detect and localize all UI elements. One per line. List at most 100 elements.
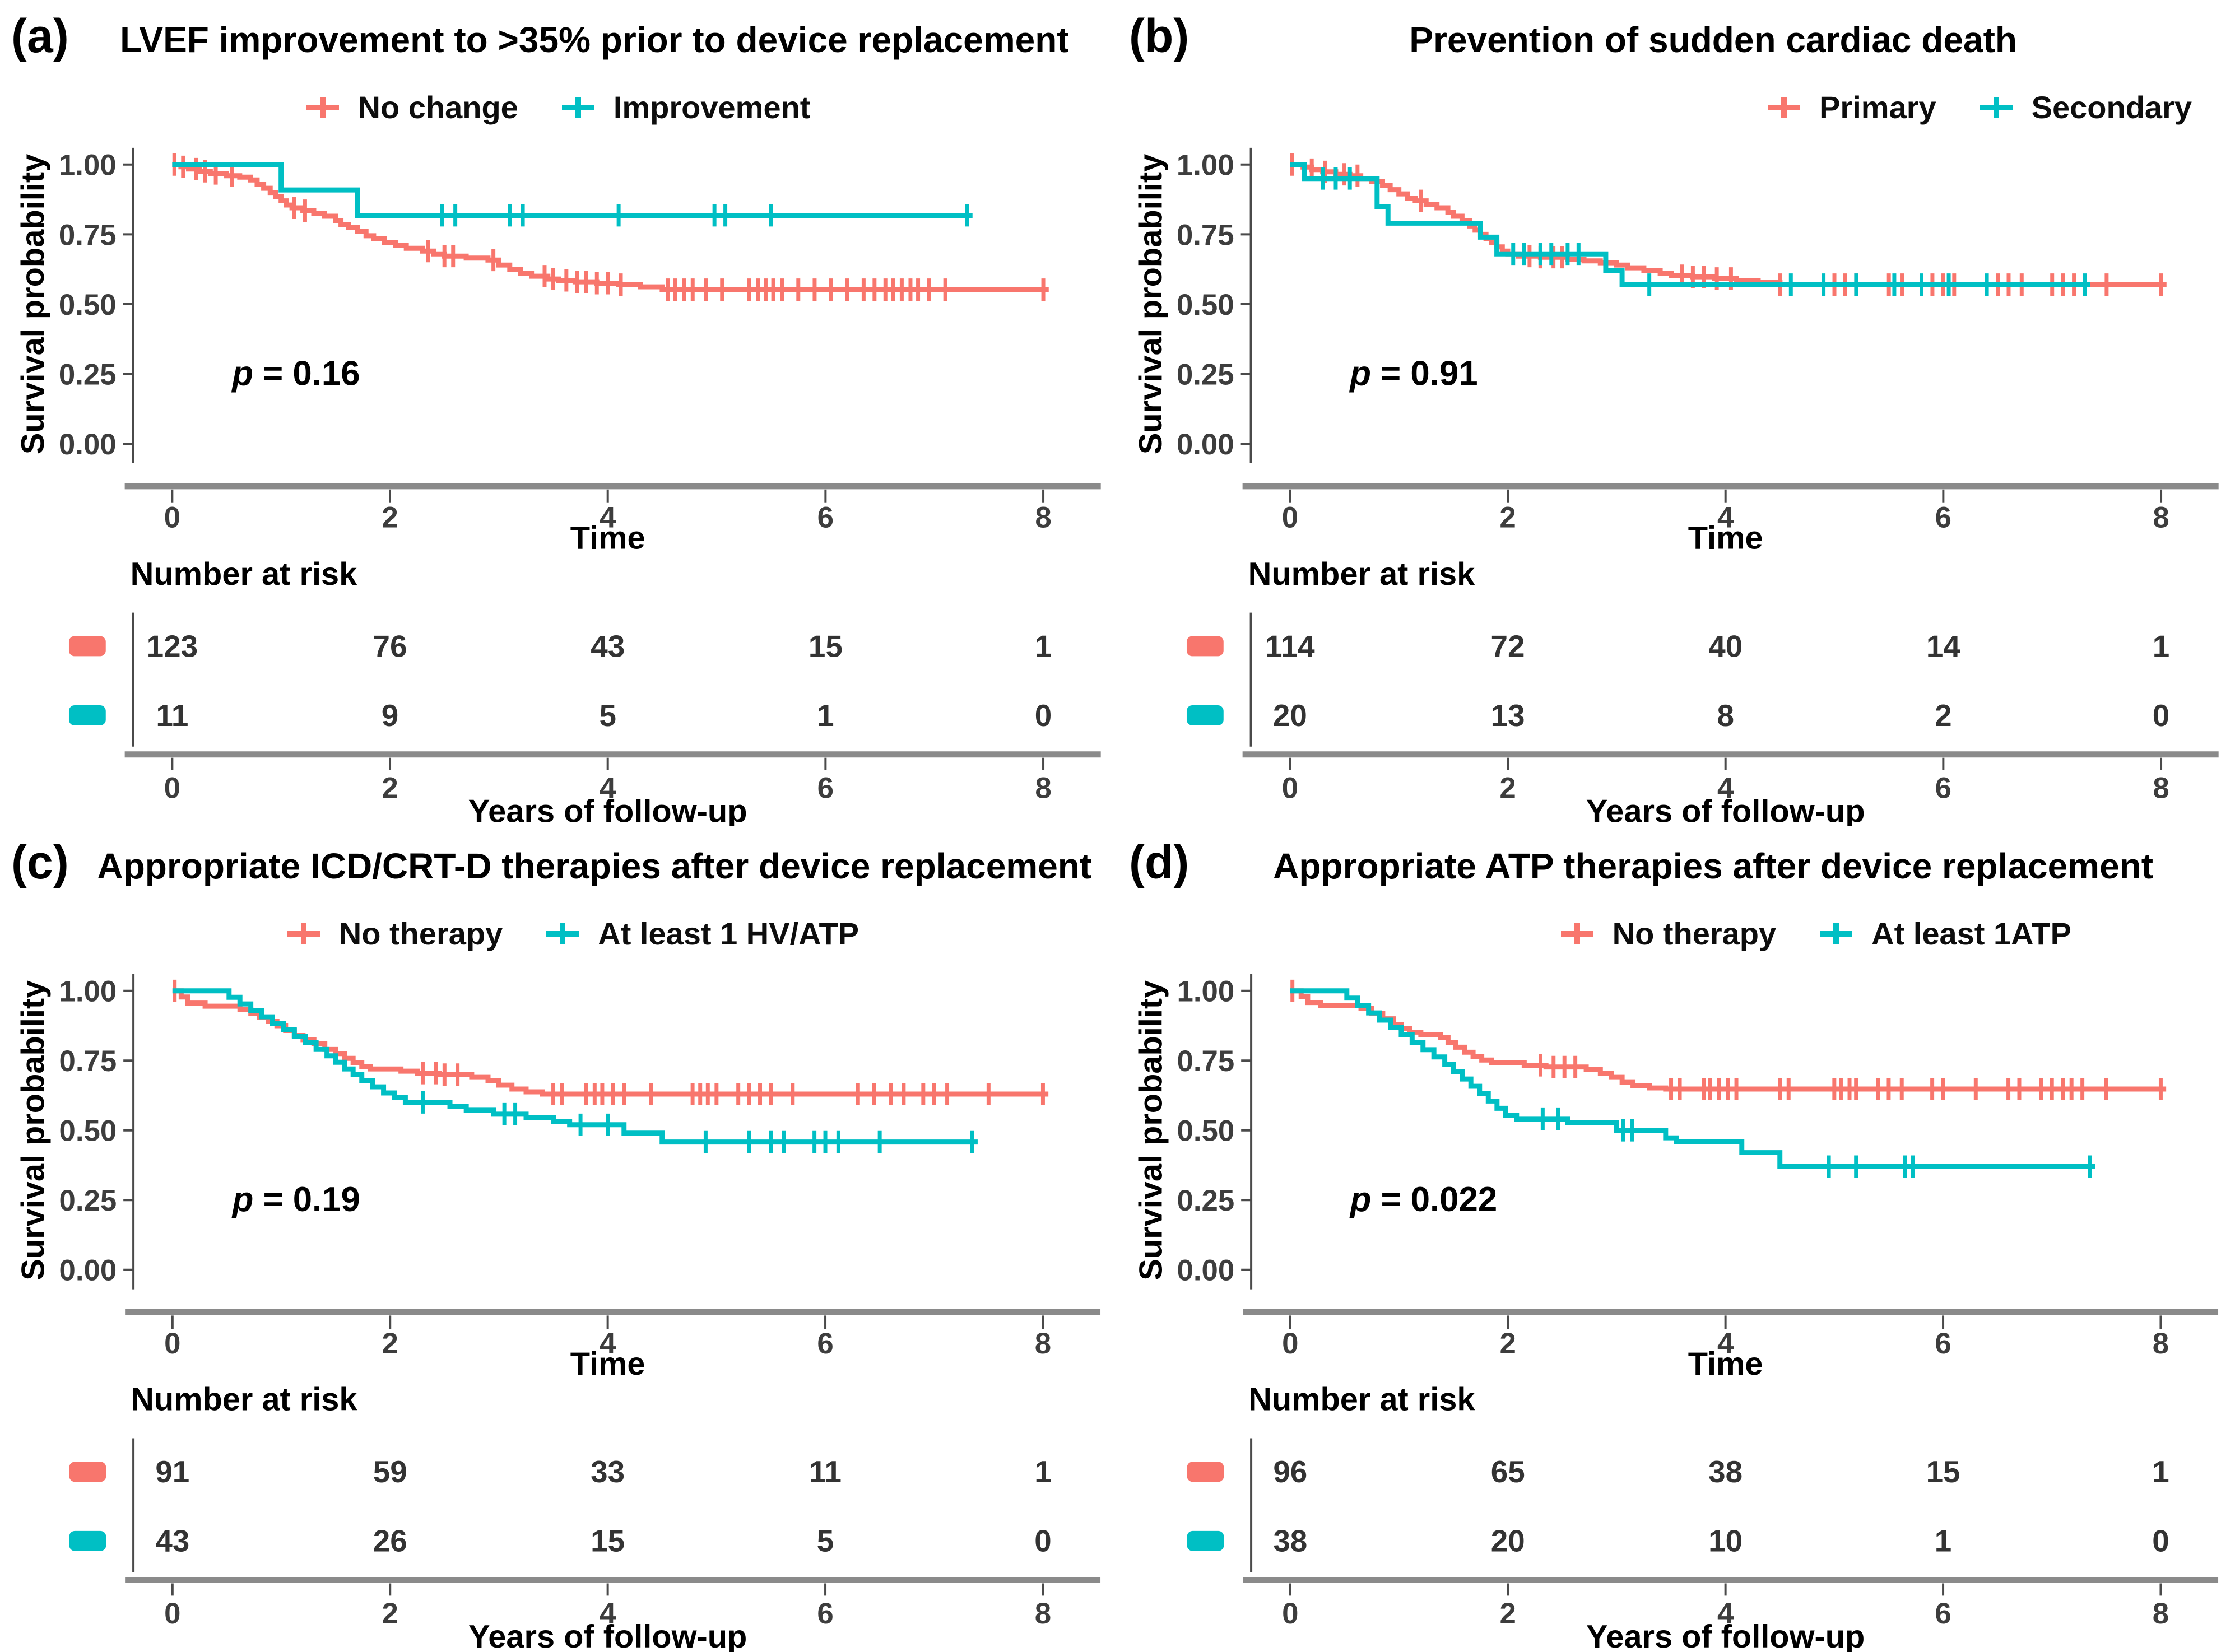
km-curve-0	[172, 162, 1049, 292]
censor-plus-icon	[1768, 96, 1801, 119]
risk-x-tick-label: 2	[1500, 1597, 1516, 1630]
risk-x-tick-label: 2	[382, 771, 398, 804]
risk-count: 26	[373, 1524, 407, 1558]
legend-label: At least 1 HV/ATP	[598, 916, 859, 952]
risk-count: 123	[147, 629, 198, 663]
x-axis-title: Time	[1688, 1346, 1763, 1376]
risk-count: 20	[1491, 1524, 1525, 1558]
panel-header: (b) Prevention of sudden cardiac death	[1129, 6, 2223, 84]
risk-count: 14	[1926, 629, 1960, 663]
panel-letter: (a)	[11, 10, 69, 62]
risk-row: 91 59 33 11 1	[69, 1454, 1052, 1489]
panel-letter: (b)	[1129, 10, 1189, 62]
risk-row: 114 72 40 14 1	[1186, 629, 2169, 663]
x-axis-title: Time	[570, 1346, 645, 1376]
x-tick-label: 8	[2153, 501, 2169, 534]
risk-row-swatch	[1186, 705, 1224, 725]
y-axis-title: Survival probability	[1133, 980, 1169, 1281]
risk-x-tick-label: 4	[600, 771, 616, 804]
y-tick-label: 1.00	[1177, 975, 1235, 1008]
risk-row-swatch	[1187, 1462, 1224, 1482]
risk-count: 65	[1491, 1454, 1525, 1489]
risk-count: 0	[2153, 698, 2169, 733]
risk-count: 20	[1273, 698, 1307, 733]
x-tick-label: 0	[1282, 501, 1298, 534]
legend-item: Improvement	[561, 89, 810, 125]
risk-row-swatch	[68, 705, 106, 725]
panel-title: Appropriate ATP therapies after device r…	[1273, 846, 2154, 886]
panel-header: (d) Appropriate ATP therapies after devi…	[1129, 832, 2223, 910]
risk-count: 1	[1034, 1454, 1051, 1489]
risk-x-tick-label: 0	[1282, 771, 1298, 804]
risk-count: 15	[808, 629, 843, 663]
panel-a: (a) LVEF improvement to >35% prior to de…	[0, 0, 1118, 826]
x-tick-label: 4	[1717, 501, 1734, 534]
censor-plus-icon	[306, 96, 339, 119]
x-tick-label: 6	[817, 1327, 833, 1360]
y-axis-title: Survival probability	[1133, 154, 1169, 454]
risk-x-tick-label: 2	[1499, 771, 1516, 804]
risk-header: Number at risk	[1248, 1382, 1475, 1418]
risk-x-axis-title: Years of follow-up	[1586, 793, 1865, 826]
x-tick-label: 6	[1935, 1327, 1951, 1360]
risk-x-tick-label: 8	[1035, 1597, 1051, 1630]
censor-plus-icon	[561, 96, 594, 119]
risk-count: 43	[155, 1524, 189, 1558]
risk-x-tick-label: 8	[2153, 771, 2169, 804]
p-value-label: p = 0.16	[231, 355, 360, 393]
risk-count: 11	[156, 698, 188, 733]
risk-count: 15	[1926, 1454, 1960, 1489]
risk-row: 123 76 43 15 1	[68, 629, 1052, 663]
risk-row-swatch	[68, 636, 106, 657]
y-tick-label: 0.50	[1177, 1115, 1235, 1148]
panel-header: (c) Appropriate ICD/CRT-D therapies afte…	[11, 832, 1105, 910]
censor-plus-icon	[287, 922, 320, 946]
risk-count: 15	[591, 1524, 625, 1558]
censor-plus-icon	[1820, 922, 1853, 946]
y-tick-label: 0.00	[59, 428, 117, 461]
legend-item: No change	[306, 89, 518, 125]
risk-count: 1	[1035, 629, 1052, 663]
legend-item: At least 1 HV/ATP	[546, 915, 859, 952]
censor-plus-icon	[1980, 96, 2013, 119]
legend-label: No therapy	[1612, 916, 1777, 952]
y-tick-label: 0.75	[1177, 219, 1234, 252]
x-tick-label: 2	[382, 501, 398, 534]
risk-x-tick-label: 4	[600, 1597, 616, 1630]
legend-item: At least 1ATP	[1820, 915, 2071, 952]
risk-row: 38 20 10 1 0	[1187, 1524, 2169, 1558]
legend: No therapy At least 1 HV/ATP	[11, 910, 1105, 957]
risk-count: 72	[1491, 629, 1525, 663]
risk-count: 1	[2153, 629, 2169, 663]
risk-x-tick-label: 8	[2153, 1597, 2169, 1630]
risk-count: 13	[1491, 698, 1525, 733]
risk-count: 1	[2152, 1454, 2169, 1489]
x-tick-label: 0	[164, 501, 180, 534]
y-tick-label: 0.25	[59, 359, 117, 392]
y-tick-label: 0.75	[59, 1045, 117, 1078]
risk-count: 59	[373, 1454, 407, 1489]
risk-count: 76	[373, 629, 407, 663]
risk-count: 33	[591, 1454, 625, 1489]
legend: Primary Secondary	[1129, 84, 2223, 132]
legend: No therapy At least 1ATP	[1129, 910, 2223, 957]
legend-item: Secondary	[1980, 89, 2192, 125]
legend-label: Secondary	[2031, 90, 2192, 125]
risk-x-axis-title: Years of follow-up	[468, 793, 747, 826]
risk-count: 43	[591, 629, 625, 663]
legend: No change Improvement	[11, 84, 1105, 132]
legend-label: Primary	[1819, 90, 1936, 125]
y-tick-label: 0.75	[59, 219, 117, 252]
risk-row: 11 9 5 1 0	[68, 698, 1052, 733]
risk-row: 96 65 38 15 1	[1187, 1454, 2169, 1489]
y-axis-title: Survival probability	[16, 980, 52, 1281]
legend-item: No therapy	[1560, 915, 1777, 952]
risk-row: 20 13 8 2 0	[1186, 698, 2169, 733]
x-axis-title: Time	[1688, 520, 1763, 550]
risk-header: Number at risk	[131, 556, 358, 592]
